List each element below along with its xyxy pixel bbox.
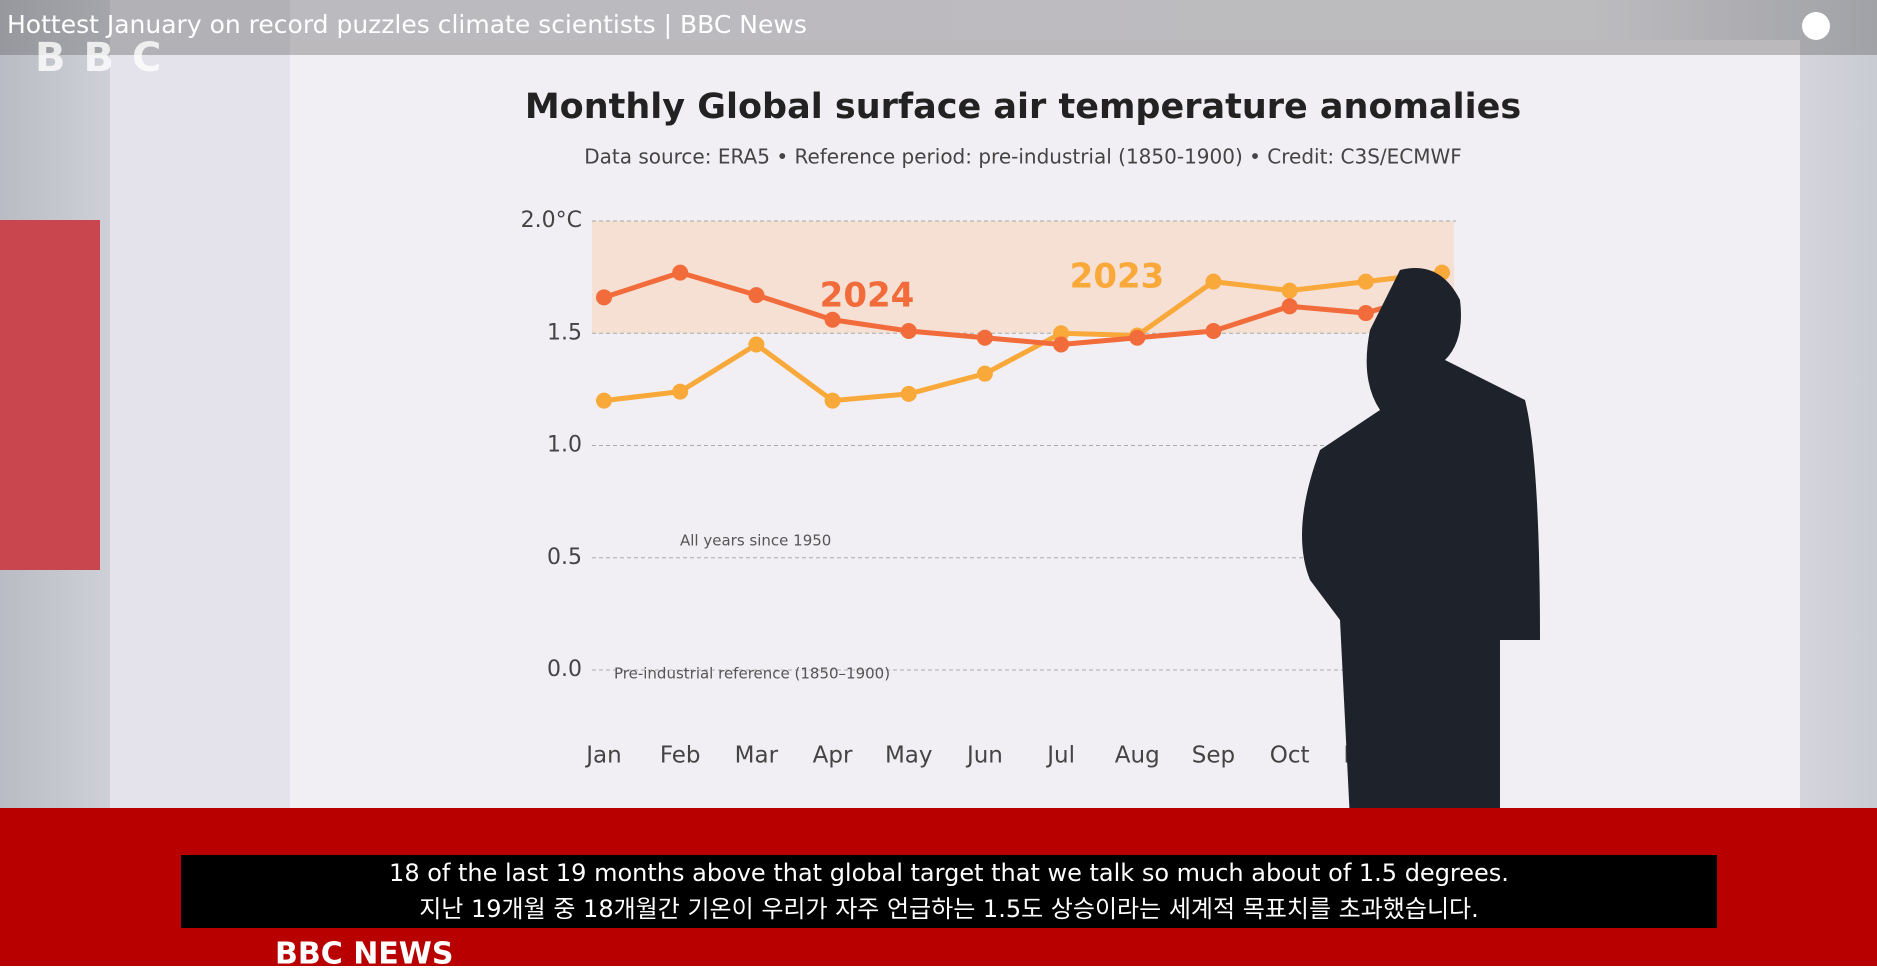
data-point — [1053, 336, 1070, 353]
y-tick-label: 1.5 — [547, 320, 582, 345]
data-point — [1205, 323, 1222, 340]
series-line — [603, 270, 1443, 347]
data-point — [1053, 325, 1070, 342]
data-point — [900, 323, 917, 340]
data-point — [1281, 282, 1298, 299]
data-point — [1357, 273, 1374, 290]
y-tick-label: 0.0 — [547, 657, 582, 682]
caption-box — [181, 855, 1717, 928]
data-point — [672, 383, 689, 400]
data-point — [976, 329, 993, 346]
caption-line: 지난 19개월 중 18개월간 기온이 우리가 자주 언급하는 1.5도 상승이… — [419, 895, 1479, 923]
data-point — [1281, 298, 1298, 315]
x-tick-label: Feb — [660, 743, 701, 769]
data-point — [824, 311, 841, 328]
x-tick-label: May — [885, 743, 933, 769]
annotation: All years since 1950 — [680, 532, 831, 550]
data-point — [1205, 273, 1222, 290]
data-point — [1357, 305, 1374, 322]
data-point — [596, 289, 612, 306]
presenter — [1302, 268, 1540, 820]
x-tick-label: Apr — [813, 743, 853, 769]
data-point — [596, 392, 612, 409]
data-point — [1129, 329, 1146, 346]
series-label: 2023 — [1070, 257, 1165, 297]
chart-panel — [290, 40, 1800, 810]
chart-subtitle: Data source: ERA5 • Reference period: pr… — [584, 145, 1462, 169]
data-point — [672, 264, 689, 281]
video-title: Hottest January on record puzzles climat… — [7, 10, 807, 39]
data-point — [748, 287, 765, 304]
annotation: Pre-industrial reference (1850–1900) — [614, 665, 890, 683]
footer-logo: BBC NEWS — [275, 937, 454, 967]
x-tick-label: Mar — [735, 743, 779, 769]
pillar — [110, 0, 290, 810]
chart-title: Monthly Global surface air temperature a… — [525, 87, 1521, 127]
x-tick-label: Oct — [1270, 743, 1310, 769]
data-point — [824, 392, 841, 409]
y-tick-label: 2.0°C — [521, 208, 582, 233]
watch-later-icon[interactable] — [1802, 12, 1830, 40]
target-band — [592, 221, 1454, 334]
title-bar — [0, 0, 1877, 55]
data-point — [748, 336, 765, 353]
series-line — [603, 270, 1443, 404]
data-point — [900, 385, 917, 402]
x-tick-label: Aug — [1115, 743, 1160, 769]
x-tick-label: Sep — [1192, 743, 1235, 769]
bbc-logo: BBC — [35, 35, 179, 81]
x-tick-label: Jul — [1045, 743, 1075, 769]
x-tick-label: Jan — [584, 743, 621, 769]
y-tick-label: 1.0 — [547, 433, 582, 458]
data-point — [976, 365, 993, 382]
caption-line: 18 of the last 19 months above that glob… — [389, 859, 1509, 887]
studio-wall — [0, 220, 100, 570]
x-tick-label: Jun — [965, 743, 1003, 769]
y-tick-label: 0.5 — [547, 545, 582, 570]
series-label: 2024 — [820, 276, 915, 316]
plot: 0.0 0.5 1.0 1.5 2.0°C Jan Feb Mar Apr May Jun Jul Au… — [521, 208, 1456, 769]
